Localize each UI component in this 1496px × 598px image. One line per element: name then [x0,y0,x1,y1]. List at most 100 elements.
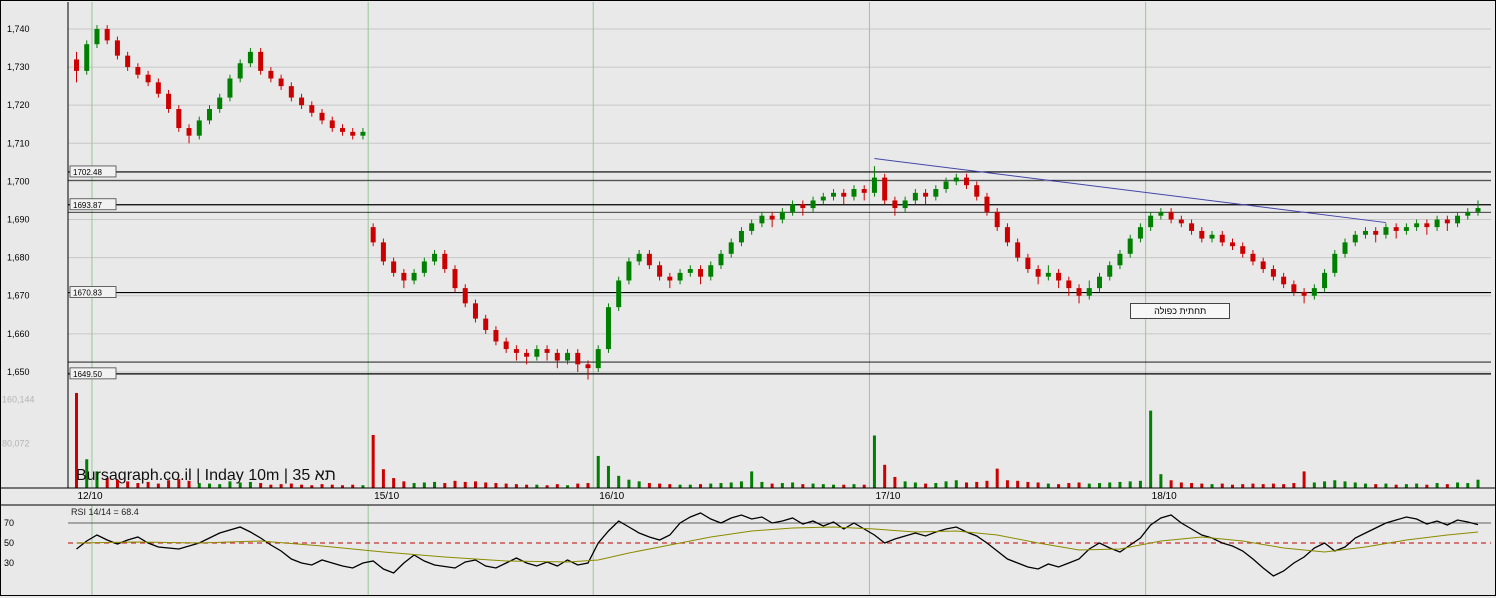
candle [861,189,867,193]
volume-bar [842,484,846,488]
volume-bar [821,484,825,488]
candle [1168,211,1174,220]
candle [513,349,519,353]
volume-bar [1466,483,1470,488]
volume-bar [1374,484,1378,488]
candle [1270,269,1276,277]
candle [902,200,908,209]
rsi-rsi-line [76,512,1479,577]
price-axis-label: 1,690 [7,215,30,225]
volume-bar [95,471,99,488]
volume-bar [1302,471,1306,488]
volume-bar [913,482,917,488]
volume-bar [965,482,969,488]
volume-bar [1384,483,1388,488]
candle [605,307,611,350]
volume-bar [739,481,743,488]
candle [166,93,172,109]
candle [1107,265,1113,277]
candle [1301,291,1307,296]
price-axis-label: 1,740 [7,24,30,34]
candle [1434,219,1440,228]
candle [401,272,407,281]
volume-bar [1200,483,1204,488]
candle [708,265,714,277]
volume-bar [535,484,539,488]
candle [1342,242,1348,254]
candle [810,200,816,209]
volume-bar [300,484,304,488]
candle [411,272,417,281]
volume-bar [1149,410,1153,488]
candle [841,192,847,197]
volume-bar [934,483,938,488]
volume-bar [555,484,559,488]
volume-bar [351,484,355,488]
volume-bar [146,481,150,488]
candle [74,59,79,71]
volume-bar [1077,482,1081,488]
volume-bar [596,455,600,488]
volume-bar [709,483,713,488]
volume-bar [525,484,529,488]
candle [145,74,151,83]
candle [1250,253,1256,262]
volume-bar [811,483,815,488]
price-axis-label: 1,680 [7,253,30,263]
volume-bar [627,479,631,488]
volume-bar [617,475,621,488]
candle [769,215,775,220]
volume-bar [1363,483,1367,488]
level-label-box [69,286,117,298]
volume-bar [1425,484,1429,488]
volume-bar [412,483,416,488]
volume-bar [1036,482,1040,488]
volume-bar [1282,484,1286,488]
candle [421,261,427,273]
volume-bar [218,484,222,488]
volume-bar [381,469,385,488]
candle [657,265,663,277]
volume-bar [893,476,897,488]
volume-bar [463,481,467,488]
candle [677,272,683,281]
candle [698,269,704,277]
volume-bar [259,483,263,488]
volume-bar [944,481,948,488]
candle [1403,227,1409,231]
volume-bar [1057,484,1061,488]
volume-bar [872,435,876,488]
candle [984,196,990,212]
candle [432,253,438,262]
volume-bar [903,481,907,488]
level-label-box [69,165,117,178]
date-label: 16/10 [599,491,624,502]
volume-bar [75,392,78,488]
candle [1444,219,1450,224]
candle [503,341,509,350]
volume-bar [750,471,754,488]
volume-bar [1210,484,1214,488]
level-label: 1693.87 [73,201,102,210]
candle [1311,288,1317,296]
volume-bar [248,481,252,488]
volume-bar [1323,481,1327,488]
volume-bar [484,482,488,488]
level-label: 1702.48 [73,168,102,177]
candle [278,78,284,87]
volume-bar [494,483,498,488]
volume-bar [1271,483,1275,488]
candle [176,108,182,129]
candle [1383,227,1389,235]
candle [964,177,970,186]
candle [360,131,366,136]
candle [1158,211,1164,216]
volume-bar [699,484,703,488]
volume-bar [1230,484,1234,488]
volume-bar [1159,474,1163,488]
volume-bar [1353,482,1357,488]
brand-text: Bursagraph.co.il | Inday 10m | תא 35 [76,467,336,484]
volume-bar [269,484,273,488]
